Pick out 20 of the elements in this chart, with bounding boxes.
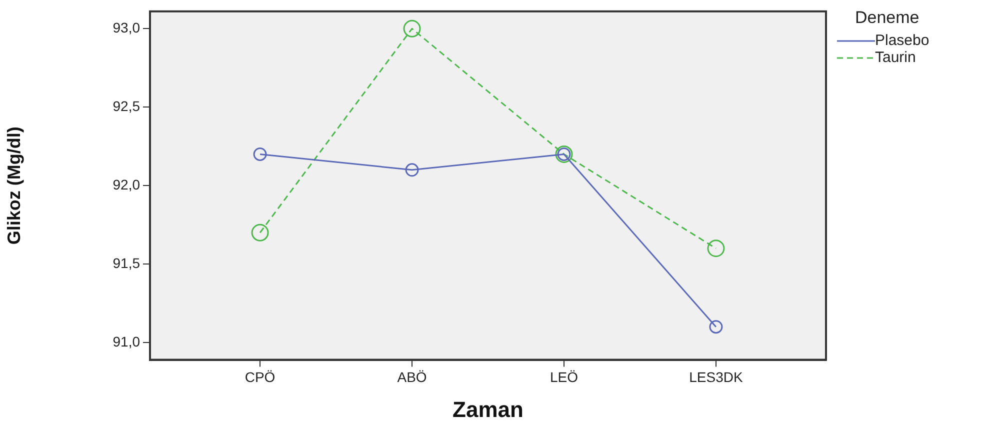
y-tick-label: 92,5: [112, 98, 140, 114]
x-tick-label: LES3DK: [689, 369, 744, 386]
point: [403, 20, 421, 38]
point: [253, 147, 267, 161]
point: [709, 320, 723, 334]
point: [251, 224, 269, 242]
y-tick-label: 91,5: [112, 254, 140, 271]
point: [405, 163, 419, 177]
x-tick-label: ABÖ: [397, 369, 427, 386]
point: [707, 240, 725, 258]
y-tick-label: 92,0: [112, 176, 140, 192]
legend-label: Plasebo: [875, 32, 930, 49]
y-axis-title: Glikoz (Mg/dl): [4, 126, 24, 245]
y-tick-label: 91,0: [112, 333, 140, 350]
legend-label: Taurin: [875, 49, 916, 66]
x-axis-title: Zaman: [452, 396, 524, 422]
x-tick-label: LEÖ: [550, 369, 578, 386]
y-tick-label: 93,0: [112, 20, 140, 36]
legend-title: Deneme: [855, 8, 920, 28]
x-tick-label: CPÖ: [244, 369, 276, 386]
